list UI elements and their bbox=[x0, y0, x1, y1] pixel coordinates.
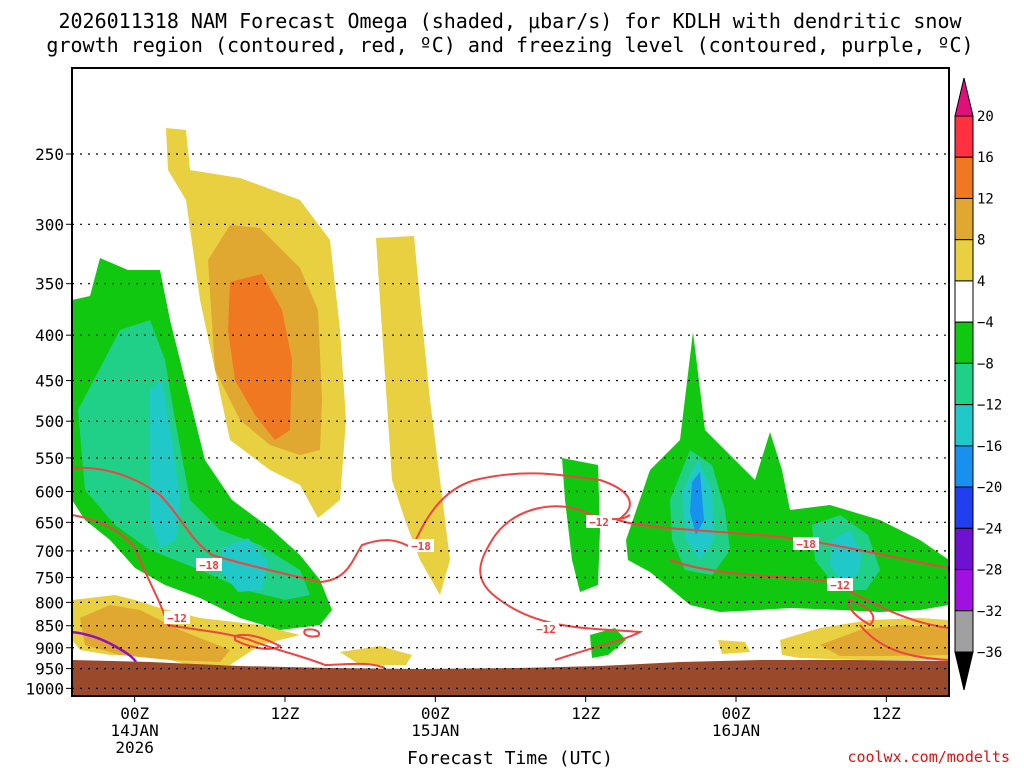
colorbar-label-6: −8 bbox=[977, 356, 994, 372]
omega-positive-4-low-right-b bbox=[718, 640, 750, 654]
y-tick-label-300: 300 bbox=[35, 215, 64, 234]
credit-text: coolwx.com/modelts bbox=[847, 748, 1010, 766]
contour-label-minus-12-c: −12 bbox=[536, 623, 556, 636]
y-tick-label-950: 950 bbox=[35, 660, 64, 679]
colorbar-swatch-0 bbox=[954, 115, 974, 158]
y-tick-label-700: 700 bbox=[35, 542, 64, 561]
colorbar-label-9: −20 bbox=[977, 480, 1002, 496]
colorbar-swatch-8 bbox=[954, 445, 974, 488]
colorbar-swatch-2 bbox=[954, 197, 974, 241]
x-tick-date-0: 14JAN bbox=[111, 721, 159, 740]
omega-positive-4-low-mid bbox=[340, 646, 412, 665]
y-tick-label-550: 550 bbox=[35, 449, 64, 468]
colorbar-label-7: −12 bbox=[977, 398, 1002, 414]
colorbar-swatch-12 bbox=[954, 610, 974, 653]
colorbar-label-10: −24 bbox=[977, 521, 1002, 537]
y-tick-label-900: 900 bbox=[35, 639, 64, 658]
x-tick-year-0: 2026 bbox=[115, 738, 154, 757]
colorbar-label-5: −4 bbox=[977, 315, 994, 331]
omega-positive-8-low-right bbox=[820, 625, 949, 656]
colorbar-label-11: −28 bbox=[977, 563, 1002, 579]
omega-negative-12-left bbox=[150, 380, 180, 548]
omega-positive-12-core bbox=[228, 274, 292, 440]
x-tick-label-5: 12Z bbox=[872, 704, 901, 723]
x-axis-title: Forecast Time (UTC) bbox=[407, 748, 613, 768]
y-tick-label-400: 400 bbox=[35, 326, 64, 345]
contour-label-minus-18-a: −18 bbox=[199, 559, 219, 572]
omega-negative-16-core bbox=[690, 472, 704, 535]
plot-area bbox=[72, 68, 949, 696]
y-tick-label-600: 600 bbox=[35, 482, 64, 501]
colorbar-label-13: −36 bbox=[977, 645, 1002, 661]
y-tick-label-450: 450 bbox=[35, 372, 64, 391]
chart-title-line-2: growth region (contoured, red, ºC) and f… bbox=[46, 33, 973, 57]
y-axis: 250 300 350 400 450 500 550 600 650 700 750 800 850 9… bbox=[25, 145, 72, 698]
colorbar-swatch-7 bbox=[954, 404, 974, 447]
omega-negative-8-left bbox=[78, 320, 310, 600]
omega-negative-4-mid-strip bbox=[562, 458, 600, 592]
y-tick-label-350: 350 bbox=[35, 275, 64, 294]
x-tick-date-2: 15JAN bbox=[411, 721, 459, 740]
colorbar-label-0: 20 bbox=[977, 109, 994, 125]
colorbar-swatch-3 bbox=[954, 239, 974, 282]
omega-positive-4-tower bbox=[376, 236, 450, 595]
colorbar-label-4: 4 bbox=[977, 274, 985, 290]
colorbar-label-3: 8 bbox=[977, 233, 985, 249]
plot-frame bbox=[71, 67, 950, 697]
freezing-level-contour bbox=[72, 630, 138, 663]
x-tick-label-2: 00Z bbox=[421, 704, 450, 723]
colorbar-swatch-10 bbox=[954, 527, 974, 571]
contour-label-minus-12-b: −12 bbox=[589, 516, 609, 529]
x-tick-label-4: 00Z bbox=[722, 704, 751, 723]
dgz-small-loops bbox=[234, 598, 875, 650]
contour-label-minus-12-d: −12 bbox=[830, 579, 850, 592]
x-tick-label-3: 12Z bbox=[571, 704, 600, 723]
colorbar-swatch-5 bbox=[954, 321, 974, 364]
y-tick-label-800: 800 bbox=[35, 593, 64, 612]
dgz-contours bbox=[72, 466, 949, 669]
colorbar-bottom-arrow bbox=[954, 651, 974, 691]
colorbar-label-8: −16 bbox=[977, 439, 1002, 455]
colorbar-swatch-6 bbox=[954, 362, 974, 406]
y-tick-label-650: 650 bbox=[35, 513, 64, 532]
omega-negative-12-far-right bbox=[830, 530, 862, 580]
contour-label-minus-12-a: −12 bbox=[167, 612, 187, 625]
colorbar-label-1: 16 bbox=[977, 150, 994, 166]
colorbar: 20 16 12 8 4 −4 −8 −12 −16 −20 −24 −28 −32 −36 bbox=[954, 77, 1002, 691]
dgz-minus-18-contour bbox=[72, 466, 949, 584]
colorbar-top-arrow bbox=[954, 77, 974, 117]
y-tick-label-750: 750 bbox=[35, 568, 64, 587]
x-tick-date-4: 16JAN bbox=[712, 721, 760, 740]
colorbar-label-2: 12 bbox=[977, 191, 994, 207]
chart-title-line-1: 2026011318 NAM Forecast Omega (shaded, μ… bbox=[58, 9, 962, 33]
dgz-minus-12-contour bbox=[72, 505, 949, 669]
y-tick-label-850: 850 bbox=[35, 617, 64, 636]
contour-label-minus-18-c: −18 bbox=[796, 538, 816, 551]
y-tick-label-500: 500 bbox=[35, 412, 64, 431]
y-tick-label-250: 250 bbox=[35, 145, 64, 164]
colorbar-swatch-4 bbox=[954, 280, 974, 323]
colorbar-swatch-11 bbox=[954, 569, 974, 612]
colorbar-label-12: −32 bbox=[977, 604, 1002, 620]
x-tick-label-1: 12Z bbox=[271, 704, 300, 723]
contour-labels: −18 −18 −18 −12 −12 −12 −12 bbox=[164, 515, 853, 636]
contour-label-minus-18-b: −18 bbox=[411, 540, 431, 553]
colorbar-swatch-9 bbox=[954, 486, 974, 529]
x-tick-label-0: 00Z bbox=[120, 704, 149, 723]
colorbar-swatch-1 bbox=[954, 156, 974, 199]
y-tick-label-1000: 1000 bbox=[25, 679, 64, 698]
